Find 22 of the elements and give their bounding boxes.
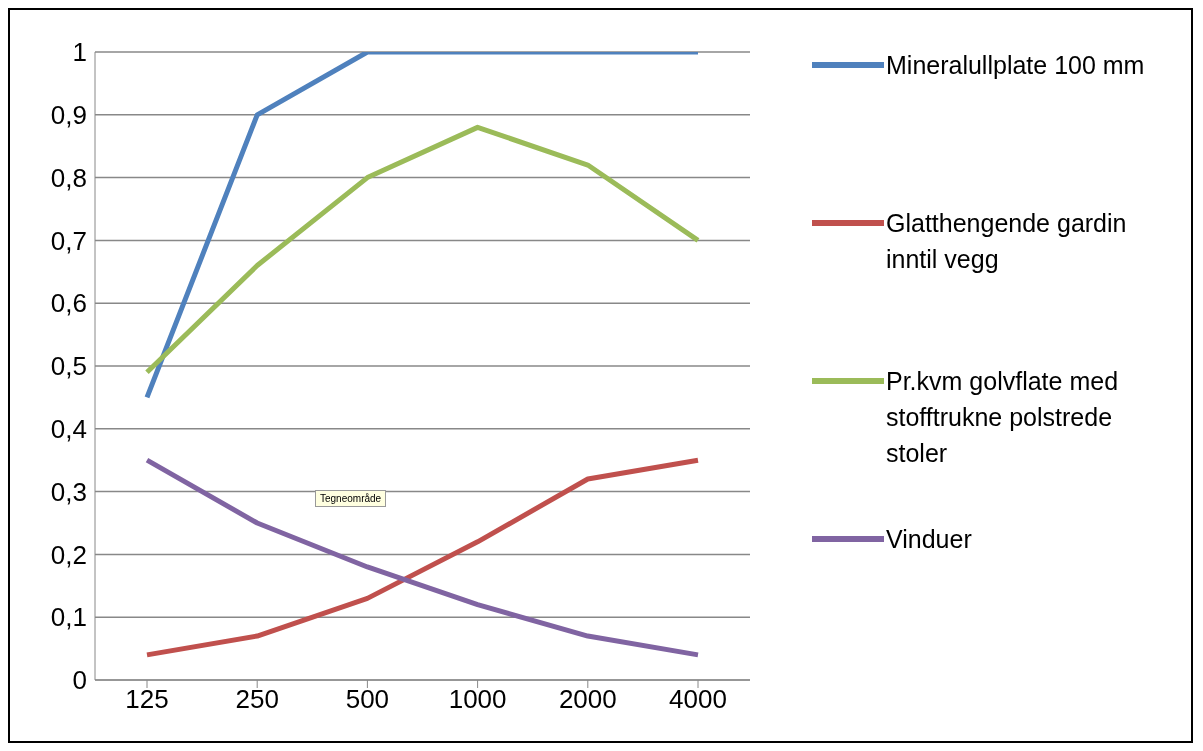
y-tick-label: 0,8 bbox=[50, 162, 87, 193]
x-tick-label: 500 bbox=[345, 684, 390, 715]
x-tick-label: 250 bbox=[235, 684, 279, 715]
x-tick-label: 4000 bbox=[669, 684, 727, 715]
x-tick-label: 2000 bbox=[558, 684, 617, 715]
x-tick-label: 1000 bbox=[448, 684, 507, 715]
legend-label: Pr.kvm golvflate med stofftrukne polstrede stoler bbox=[886, 366, 1120, 469]
y-tick-label: 0,5 bbox=[50, 351, 87, 382]
y-tick-label: 0,1 bbox=[50, 602, 87, 633]
y-tick-label: 0,4 bbox=[50, 414, 87, 445]
y-tick-label: 0,9 bbox=[50, 100, 87, 131]
annotation: Tegneområde bbox=[315, 490, 387, 507]
y-tick-label: 0,7 bbox=[50, 225, 87, 256]
y-tick-label: 0,2 bbox=[50, 539, 87, 570]
y-tick-label: 0 bbox=[72, 665, 87, 696]
y-tick-label: 0,3 bbox=[50, 476, 87, 507]
legend-label: Vinduer bbox=[886, 524, 973, 555]
y-tick-label: 0,6 bbox=[50, 288, 87, 319]
legend-label: Glatthengende gardin inntil vegg bbox=[886, 208, 1128, 275]
y-tick-label: 1 bbox=[72, 37, 87, 68]
legend-label: Mineralullplate 100 mm bbox=[886, 50, 1146, 81]
x-tick-label: 125 bbox=[125, 684, 169, 715]
